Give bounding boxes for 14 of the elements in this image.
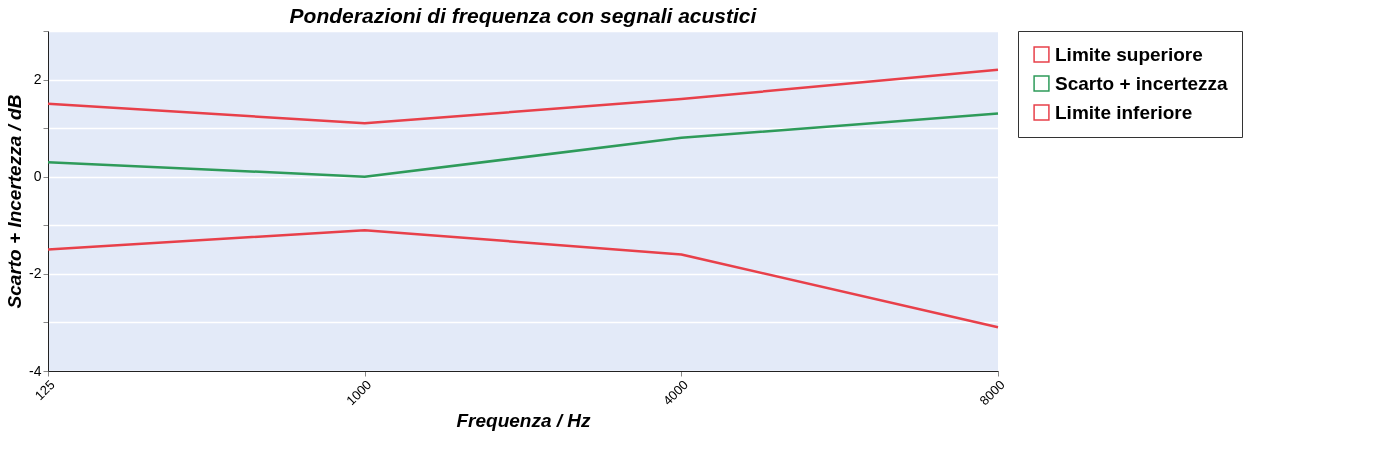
y-axis-title: Scarto + Incertezza / dB: [4, 94, 26, 309]
x-axis-title: Frequenza / Hz: [456, 410, 592, 432]
x-tick-label: 125: [31, 377, 58, 404]
legend-label: Limite inferiore: [1055, 101, 1193, 123]
y-tick-label: 2: [33, 71, 42, 88]
line-series: [46, 68, 1000, 125]
line-series: [46, 228, 1000, 329]
legend-label: Limite superiore: [1055, 43, 1203, 65]
chart-title: Ponderazioni di frequenza con segnali acustici: [289, 3, 758, 27]
line-series: [46, 112, 1000, 178]
y-tick-label: -4: [29, 362, 42, 379]
y-tick-label: -2: [29, 265, 42, 282]
legend-label: Scarto + incertezza: [1055, 72, 1229, 94]
y-tick-label: 0: [33, 168, 42, 185]
